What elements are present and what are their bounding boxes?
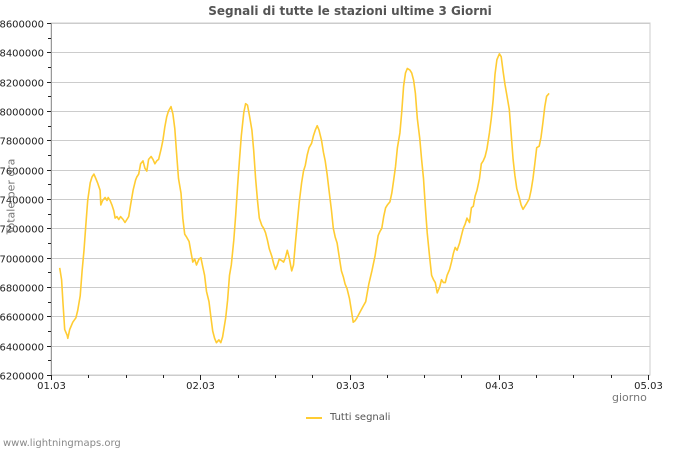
y-tick-label: 7200000	[0, 225, 44, 236]
x-tick-label: 03.03	[336, 381, 365, 392]
y-tick-label: 8200000	[0, 79, 44, 90]
y-tick-label: 6400000	[0, 343, 44, 354]
y-axis-label: Totale per ora	[4, 158, 18, 235]
legend: Tutti segnali	[306, 412, 390, 423]
y-tick-label: 8400000	[0, 49, 44, 60]
y-tick-label: 6600000	[0, 313, 44, 324]
x-tick-label: 01.03	[37, 381, 66, 392]
y-tick-label: 7000000	[0, 255, 44, 266]
x-tick-label: 02.03	[186, 381, 215, 392]
chart-title: Segnali di tutte le stazioni ultime 3 Gi…	[208, 4, 492, 18]
y-tick-label: 6200000	[0, 372, 44, 383]
legend-swatch	[306, 416, 322, 419]
footer-credit: www.lightningmaps.org	[3, 438, 121, 449]
legend-label: Tutti segnali	[330, 412, 391, 423]
y-axis-ticks: 6200000 6400000 6600000 6800000 7000000 72000…	[0, 20, 52, 383]
y-tick-label: 6800000	[0, 284, 44, 295]
x-tick-label: 04.03	[485, 381, 514, 392]
grid-lines	[50, 22, 651, 376]
y-tick-label: 7400000	[0, 196, 44, 207]
x-axis-label: giorno	[612, 391, 647, 404]
series-line-tutti-segnali	[58, 52, 550, 344]
x-axis-ticks: 01.03 02.03 03.03 04.03 05.03	[37, 375, 663, 392]
y-tick-label: 7600000	[0, 167, 44, 178]
y-tick-label: 8600000	[0, 20, 44, 31]
y-tick-label: 7800000	[0, 137, 44, 148]
x-tick-label: 05.03	[634, 381, 663, 392]
y-tick-label: 8000000	[0, 108, 44, 119]
